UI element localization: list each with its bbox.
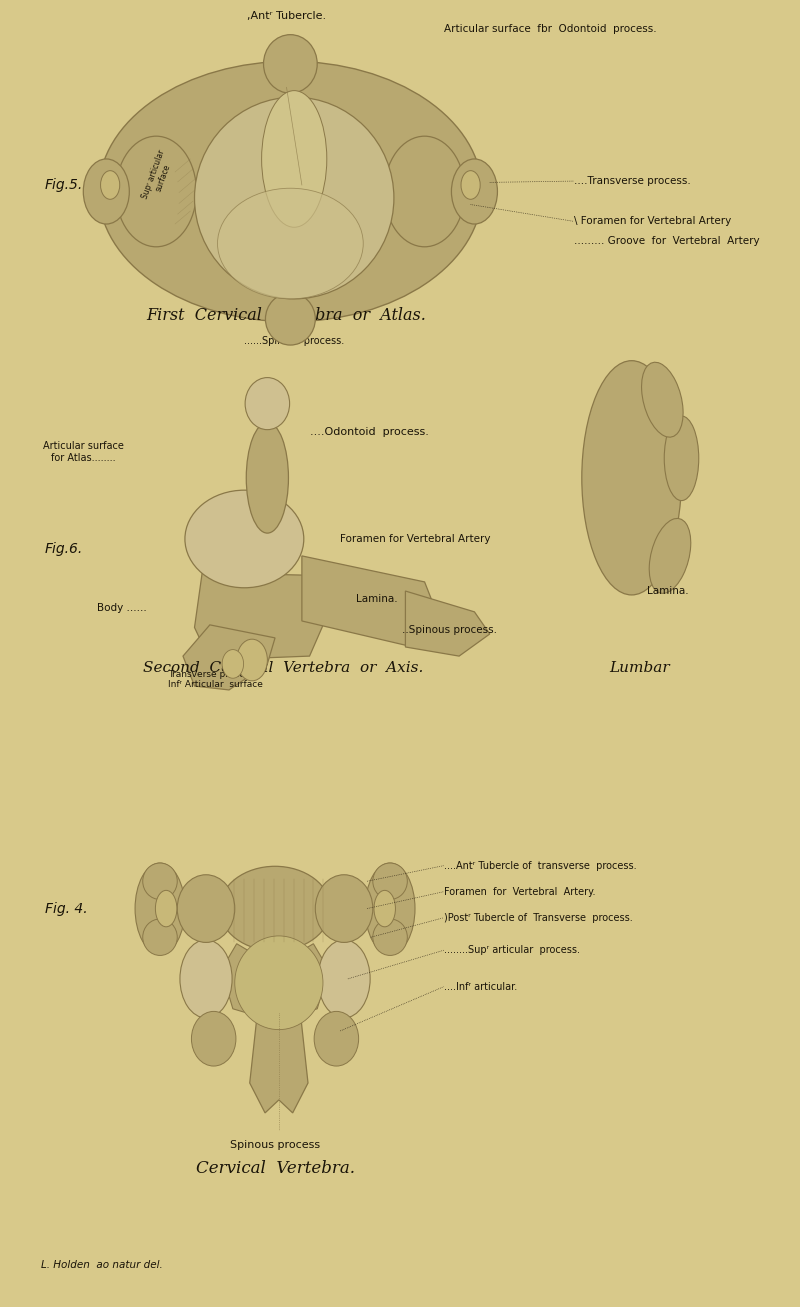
Ellipse shape	[101, 171, 120, 199]
Polygon shape	[250, 1013, 308, 1112]
Ellipse shape	[116, 136, 197, 247]
Ellipse shape	[237, 639, 267, 681]
Polygon shape	[183, 625, 275, 690]
Text: Cervical  Vertebra.: Cervical Vertebra.	[195, 1161, 354, 1178]
Ellipse shape	[374, 890, 395, 927]
Text: Supʳ
Articular
surface.: Supʳ Articular surface.	[201, 515, 234, 545]
Ellipse shape	[650, 519, 690, 593]
Text: L. Holden  ao natur del.: L. Holden ao natur del.	[41, 1260, 163, 1270]
Ellipse shape	[384, 136, 465, 247]
Ellipse shape	[664, 416, 698, 501]
Text: Articular surface
for Atlas........: Articular surface for Atlas........	[43, 440, 124, 463]
Text: ....Antʳ Tubercle of  transverse  process.: ....Antʳ Tubercle of transverse process.	[444, 860, 636, 870]
Text: Body ......: Body ......	[97, 603, 146, 613]
Polygon shape	[194, 572, 325, 660]
Ellipse shape	[234, 936, 323, 1030]
Ellipse shape	[461, 171, 480, 199]
Ellipse shape	[191, 1012, 236, 1067]
Ellipse shape	[142, 863, 178, 899]
Text: Articular surface  fbr  Odontoid  process.: Articular surface fbr Odontoid process.	[444, 24, 656, 34]
Ellipse shape	[315, 874, 373, 942]
Polygon shape	[302, 555, 440, 647]
Text: Lamina.: Lamina.	[355, 593, 397, 604]
Text: ..Spinous process.: ..Spinous process.	[402, 625, 497, 635]
Text: Lamina.: Lamina.	[647, 586, 689, 596]
Text: ,Antʳ Tubercle.: ,Antʳ Tubercle.	[247, 10, 326, 21]
Ellipse shape	[194, 97, 394, 299]
Text: ....Infʳ articular.: ....Infʳ articular.	[444, 982, 517, 992]
Ellipse shape	[314, 1012, 358, 1067]
Ellipse shape	[180, 940, 232, 1018]
Text: Lumbar: Lumbar	[609, 661, 670, 674]
Ellipse shape	[245, 378, 290, 430]
Text: \ Foramen for Vertebral Artery: \ Foramen for Vertebral Artery	[574, 217, 731, 226]
Ellipse shape	[83, 159, 130, 223]
Polygon shape	[222, 944, 290, 1018]
Text: Foramen for Vertebral Artery: Foramen for Vertebral Artery	[340, 535, 490, 544]
Ellipse shape	[246, 422, 289, 533]
Text: Body.: Body.	[250, 882, 278, 893]
Polygon shape	[260, 944, 329, 1018]
Text: ........Supʳ articular  process.: ........Supʳ articular process.	[444, 945, 580, 955]
Text: ....Transverse process.: ....Transverse process.	[574, 176, 691, 186]
Polygon shape	[406, 591, 490, 656]
Text: First  Cervical  Vertebra  or  Atlas.: First Cervical Vertebra or Atlas.	[146, 307, 426, 324]
Ellipse shape	[373, 919, 407, 955]
Text: Transverse process.
Infʳ Articular  surface: Transverse process. Infʳ Articular surfa…	[168, 669, 262, 689]
Text: Fig.6.: Fig.6.	[45, 542, 83, 557]
Ellipse shape	[318, 940, 370, 1018]
Ellipse shape	[263, 35, 318, 93]
Text: Tubercle
for
Transverse
Ligament: Tubercle for Transverse Ligament	[283, 135, 325, 175]
Text: ......... Groove  for  Vertebral  Artery: ......... Groove for Vertebral Artery	[574, 237, 760, 246]
Ellipse shape	[451, 159, 498, 223]
Ellipse shape	[582, 361, 682, 595]
Text: Spinous process: Spinous process	[230, 1141, 320, 1150]
Ellipse shape	[98, 61, 482, 322]
Ellipse shape	[155, 890, 177, 927]
Ellipse shape	[365, 863, 415, 954]
Ellipse shape	[266, 293, 315, 345]
Text: Foramen  for  Vertebral  Artery.: Foramen for Vertebral Artery.	[444, 886, 595, 897]
Text: Fig. 4.: Fig. 4.	[45, 902, 87, 916]
Text: Supʳ articular
surface: Supʳ articular surface	[141, 149, 176, 204]
Ellipse shape	[219, 867, 330, 951]
Text: Infʸ articʳ surface: Infʸ articʳ surface	[247, 259, 318, 268]
Text: ....Odontoid  process.: ....Odontoid process.	[310, 427, 429, 438]
Ellipse shape	[135, 863, 185, 954]
Text: )Postʳ Tubercle of  Transverse  process.: )Postʳ Tubercle of Transverse process.	[444, 912, 633, 923]
Ellipse shape	[178, 874, 234, 942]
Text: Fig.5.: Fig.5.	[45, 178, 83, 192]
Ellipse shape	[142, 919, 178, 955]
Ellipse shape	[262, 90, 327, 227]
Ellipse shape	[642, 362, 683, 437]
Ellipse shape	[185, 490, 304, 588]
Ellipse shape	[218, 188, 363, 299]
Text: Second  Cervical  Vertebra  or  Axis.: Second Cervical Vertebra or Axis.	[142, 661, 423, 674]
Text: ......Spinous process.: ......Spinous process.	[244, 336, 344, 346]
Ellipse shape	[373, 863, 407, 899]
Ellipse shape	[222, 650, 243, 678]
